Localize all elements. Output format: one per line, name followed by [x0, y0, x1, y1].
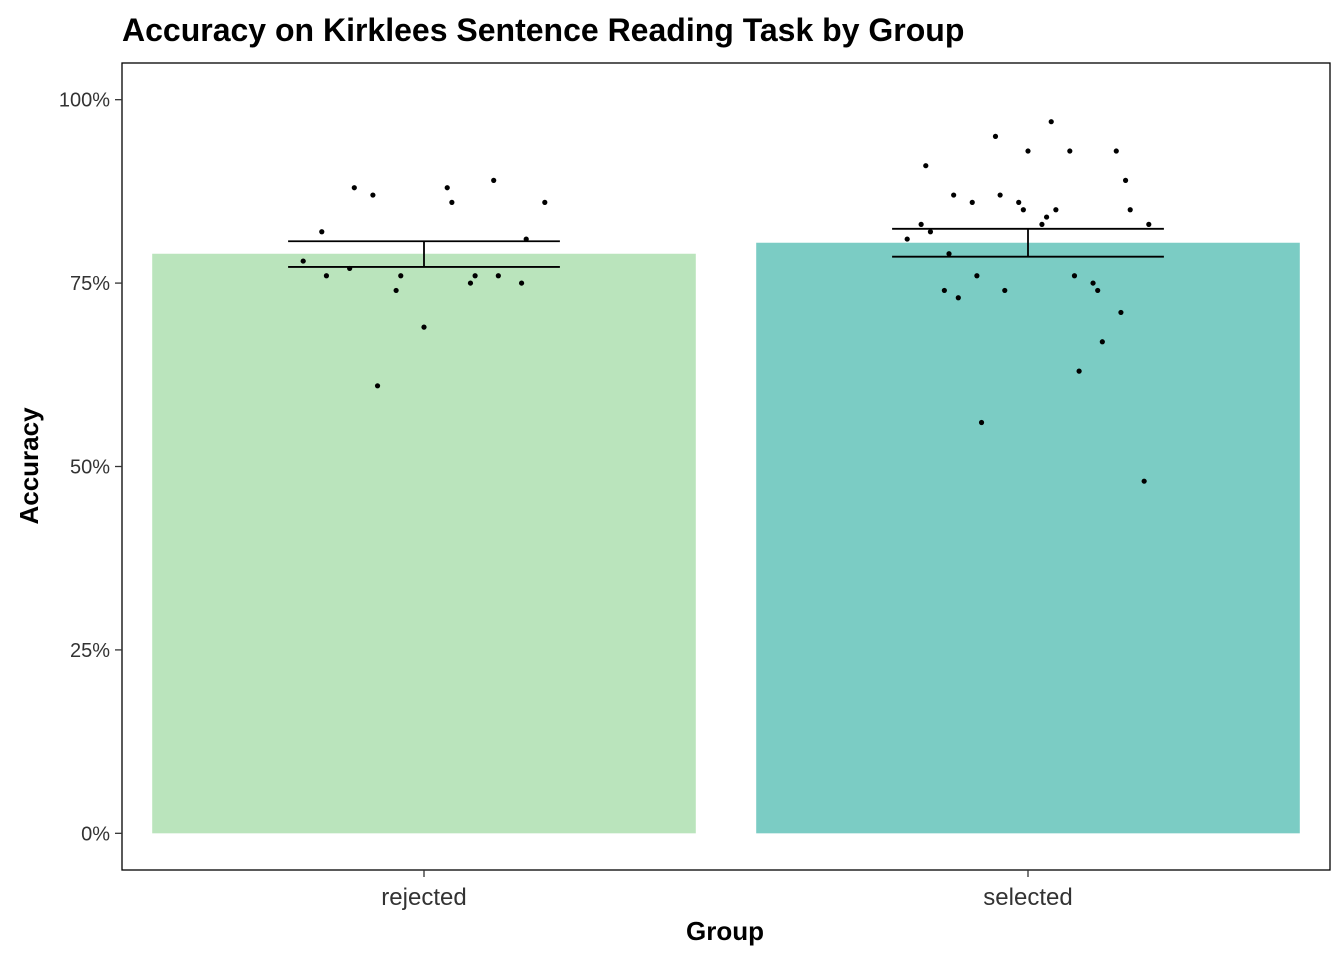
data-point-selected [1053, 207, 1059, 213]
data-point-rejected [370, 192, 376, 198]
x-tick-label-selected: selected [983, 884, 1072, 911]
data-point-rejected [300, 258, 306, 264]
y-tick-label: 0% [81, 823, 110, 845]
data-point-selected [1113, 148, 1119, 154]
data-point-selected [1067, 148, 1073, 154]
data-point-rejected [398, 273, 404, 279]
data-point-selected [904, 236, 910, 242]
data-point-rejected [495, 273, 501, 279]
data-point-selected [1095, 287, 1101, 294]
y-axis-title: Accuracy [14, 407, 44, 525]
data-point-selected [927, 229, 934, 235]
data-point-selected [1043, 214, 1050, 220]
chart-title: Accuracy on Kirklees Sentence Reading Ta… [122, 12, 964, 48]
data-point-rejected [393, 287, 399, 294]
x-tick-label-rejected: rejected [381, 884, 466, 911]
data-point-rejected [351, 185, 357, 191]
data-point-rejected [542, 199, 548, 205]
bar-selected [756, 242, 1300, 834]
data-point-rejected [444, 185, 450, 191]
data-point-rejected [319, 229, 325, 235]
data-point-selected [1025, 148, 1031, 154]
data-point-rejected [467, 280, 474, 286]
data-point-selected [1002, 287, 1008, 294]
data-point-selected [918, 221, 924, 227]
data-point-rejected [518, 280, 525, 286]
data-point-selected [1122, 177, 1129, 183]
data-point-rejected [472, 273, 478, 279]
data-point-selected [1076, 368, 1082, 374]
data-point-rejected [523, 236, 529, 242]
data-point-selected [1090, 280, 1096, 286]
data-point-selected [992, 133, 999, 139]
data-point-selected [923, 163, 929, 169]
data-point-selected [974, 273, 980, 279]
data-point-selected [955, 295, 961, 301]
y-tick-label: 25% [70, 640, 110, 662]
y-tick-label: 75% [70, 273, 110, 295]
data-point-selected [1118, 309, 1124, 316]
y-tick-label: 50% [70, 457, 110, 479]
data-point-rejected [374, 383, 381, 389]
data-point-selected [1020, 207, 1026, 213]
data-point-selected [1099, 339, 1105, 345]
data-point-selected [1146, 221, 1152, 227]
data-point-selected [1048, 119, 1054, 125]
data-point-selected [969, 199, 975, 205]
data-point-selected [946, 251, 952, 257]
y-tick-label: 100% [59, 90, 110, 112]
data-point-rejected [449, 199, 455, 205]
data-point-selected [997, 192, 1003, 198]
data-point-selected [1141, 478, 1147, 484]
data-point-rejected [323, 273, 330, 279]
bar-rejected [152, 253, 696, 834]
data-point-rejected [347, 265, 353, 272]
data-point-selected [951, 192, 957, 198]
data-point-selected [1127, 207, 1133, 213]
x-axis-title: Group [686, 916, 764, 946]
data-point-selected [1016, 199, 1022, 205]
data-point-selected [1039, 221, 1045, 227]
data-point-rejected [421, 324, 427, 330]
data-point-selected [978, 419, 985, 426]
data-point-selected [941, 287, 947, 294]
data-point-rejected [491, 177, 497, 183]
data-point-selected [1071, 273, 1078, 279]
